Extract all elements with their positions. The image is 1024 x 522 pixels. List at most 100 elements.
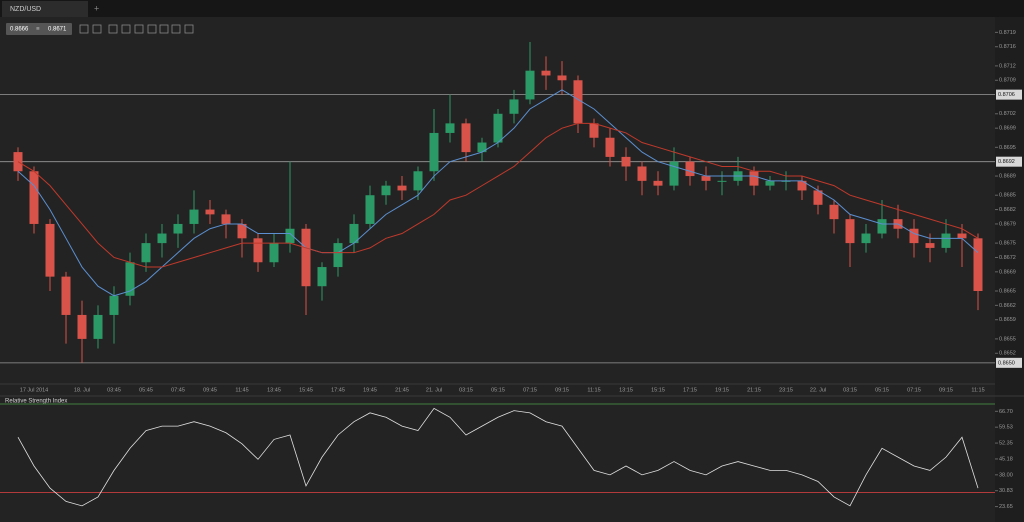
x-tick-label: 19:15 bbox=[715, 387, 729, 393]
candle-body bbox=[573, 80, 583, 124]
candle-body bbox=[621, 156, 631, 167]
candle-body bbox=[125, 262, 135, 296]
candle-body bbox=[973, 238, 983, 291]
tool-settings[interactable] bbox=[171, 24, 181, 34]
x-tick-label: 03:15 bbox=[459, 387, 473, 393]
y-tick-label: 0.8699 bbox=[999, 126, 1016, 132]
candle-body bbox=[605, 137, 615, 157]
y-tick-label: 0.8709 bbox=[999, 78, 1016, 84]
y-tick-label: 66.70 bbox=[999, 409, 1013, 415]
candle-body bbox=[29, 171, 39, 224]
y-tick-label: 0.8679 bbox=[999, 221, 1016, 227]
x-tick-label: 03:45 bbox=[107, 387, 121, 393]
bid: 0.8666 bbox=[10, 27, 29, 33]
y-tick-label: 0.8689 bbox=[999, 174, 1016, 180]
candle-body bbox=[141, 243, 151, 263]
rsi-title: Relative Strength Index bbox=[5, 399, 67, 405]
x-tick-label: 15:15 bbox=[651, 387, 665, 393]
candle-body bbox=[541, 70, 551, 76]
y-tick-label: 0.8695 bbox=[999, 145, 1016, 151]
x-tick-label: 15:45 bbox=[299, 387, 313, 393]
candle-body bbox=[813, 190, 823, 205]
candle-body bbox=[173, 223, 183, 234]
x-tick-label: 21:45 bbox=[395, 387, 409, 393]
tool-template[interactable] bbox=[159, 24, 169, 34]
x-tick-label: 22. Jul bbox=[810, 387, 826, 393]
candle-body bbox=[909, 228, 919, 244]
candle-body bbox=[349, 223, 359, 244]
quote-sep: ≡ bbox=[36, 27, 40, 33]
tool-edit[interactable] bbox=[184, 24, 194, 34]
candle-body bbox=[301, 228, 311, 287]
candle-body bbox=[253, 238, 263, 263]
candle-body bbox=[653, 180, 663, 186]
x-tick-label: 17:45 bbox=[331, 387, 345, 393]
candle-body bbox=[157, 233, 167, 244]
tool-zoom-in[interactable] bbox=[79, 24, 89, 34]
x-tick-label: 07:15 bbox=[907, 387, 921, 393]
candle-body bbox=[797, 180, 807, 191]
candle-body bbox=[509, 99, 519, 114]
tool-zoom-out[interactable] bbox=[92, 24, 102, 34]
candle-body bbox=[285, 228, 295, 244]
y-tick-label: 0.8669 bbox=[999, 269, 1016, 275]
candle-body bbox=[845, 219, 855, 244]
toolbar bbox=[79, 24, 194, 34]
y-tick-label: 23.65 bbox=[999, 504, 1013, 510]
candle-body bbox=[205, 209, 215, 215]
y-tick-label: 38.00 bbox=[999, 472, 1013, 478]
y-tick-label: 45.18 bbox=[999, 456, 1013, 462]
x-tick-label: 09:45 bbox=[203, 387, 217, 393]
level-label: 0.8692 bbox=[998, 159, 1015, 165]
candle-body bbox=[701, 176, 711, 181]
tool-draw[interactable] bbox=[147, 24, 157, 34]
y-tick-label: 0.8662 bbox=[999, 303, 1016, 309]
x-tick-label: 21:15 bbox=[747, 387, 761, 393]
candle-body bbox=[765, 180, 775, 186]
candle-body bbox=[941, 233, 951, 248]
y-tick-label: 59.53 bbox=[999, 425, 1013, 431]
candle-body bbox=[221, 214, 231, 224]
level-label-box bbox=[996, 156, 1022, 167]
candle-body bbox=[717, 180, 727, 182]
candle-body bbox=[525, 70, 535, 100]
x-tick-label: 05:45 bbox=[139, 387, 153, 393]
candle-body bbox=[861, 233, 871, 244]
tool-indicators[interactable] bbox=[134, 24, 144, 34]
y-tick-label: 0.8652 bbox=[999, 351, 1016, 357]
candle-body bbox=[189, 209, 199, 224]
candle-body bbox=[429, 132, 439, 172]
moving-average bbox=[17, 89, 979, 297]
x-tick-label: 17:15 bbox=[683, 387, 697, 393]
candle-body bbox=[669, 161, 679, 186]
tool-period[interactable] bbox=[108, 24, 118, 34]
candle-body bbox=[445, 123, 455, 133]
candle-body bbox=[413, 171, 423, 191]
y-tick-label: 0.8719 bbox=[999, 30, 1016, 36]
candle-body bbox=[317, 267, 327, 287]
ask: 0.8671 bbox=[48, 27, 67, 33]
candle-body bbox=[925, 243, 935, 248]
candle-body bbox=[109, 295, 119, 315]
candle-body bbox=[557, 75, 567, 81]
x-tick-label: 17 Jul 2014 bbox=[20, 387, 48, 393]
tab[interactable] bbox=[2, 1, 88, 17]
candle-body bbox=[237, 223, 247, 239]
right-axis-panel bbox=[995, 17, 1024, 522]
x-tick-label: 19:45 bbox=[363, 387, 377, 393]
y-tick-label: 0.8655 bbox=[999, 336, 1016, 342]
x-tick-label: 23:15 bbox=[779, 387, 793, 393]
candle-body bbox=[493, 113, 503, 143]
candle-body bbox=[957, 233, 967, 239]
tool-chart-type[interactable] bbox=[121, 24, 131, 34]
candle-body bbox=[365, 195, 375, 224]
candle-body bbox=[397, 185, 407, 191]
y-tick-label: 0.8685 bbox=[999, 193, 1016, 199]
new-tab[interactable]: + bbox=[94, 3, 99, 13]
candle-body bbox=[269, 243, 279, 263]
level-label-box bbox=[996, 357, 1022, 368]
y-tick-label: 0.8702 bbox=[999, 111, 1016, 117]
